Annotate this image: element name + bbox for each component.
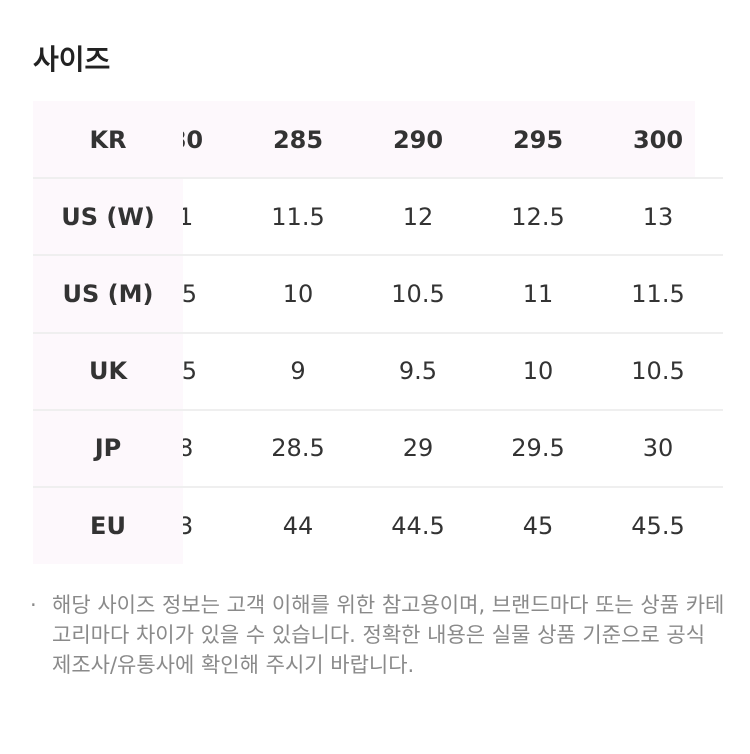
size-notice-text: 해당 사이즈 정보는 고객 이해를 위한 참고용이며, 브랜드마다 또는 상품 …: [52, 593, 725, 677]
row-divider: [33, 254, 723, 257]
row-divider: [33, 408, 723, 411]
section-title: 사이즈: [33, 43, 111, 76]
table-cell: 10: [282, 279, 314, 308]
size-column-header: 300: [632, 125, 684, 154]
row-header: EU: [90, 511, 126, 540]
table-cell: 13: [642, 202, 674, 231]
table-cell: 43: [183, 511, 194, 540]
table-cell: 45.5: [631, 511, 685, 540]
row-header: KR: [89, 125, 127, 154]
table-cell: 9.5: [398, 357, 438, 386]
table-row: 8.5 9 9.5 10 10.5: [183, 333, 718, 410]
table-cell: 9: [290, 357, 306, 386]
size-table-scroll-area[interactable]: 280 285 290 295 300 11 11.5 12 12.5 13 9.5 10 10.5 11…: [183, 101, 750, 564]
table-cell: 30: [642, 434, 674, 463]
size-notice: · 해당 사이즈 정보는 고객 이해를 위한 참고용이며, 브랜드마다 또는 상…: [30, 590, 730, 680]
header-row: 280 285 290 295 300: [183, 101, 718, 178]
table-cell: 12.5: [511, 202, 565, 231]
size-column-header: 295: [512, 125, 564, 154]
table-row: 28 28.5 29 29.5 30: [183, 410, 718, 487]
row-divider: [33, 486, 723, 488]
table-cell: 44.5: [391, 511, 445, 540]
table-row: 43 44 44.5 45 45.5: [183, 487, 718, 564]
table-cell: 12: [402, 202, 434, 231]
table-cell: 10: [522, 357, 554, 386]
table-cell: 11: [183, 202, 194, 231]
table-row: 11 11.5 12 12.5 13: [183, 178, 718, 255]
row-divider: [33, 177, 723, 180]
table-cell: 10.5: [391, 279, 445, 308]
row-header: US (M): [62, 279, 154, 308]
table-cell: 9.5: [183, 279, 198, 308]
table-cell: 28: [183, 434, 194, 463]
table-cell: 29.5: [511, 434, 565, 463]
table-row: 9.5 10 10.5 11 11.5: [183, 255, 718, 332]
table-cell: 45: [522, 511, 554, 540]
table-cell: 10.5: [631, 357, 685, 386]
table-cell: 29: [402, 434, 434, 463]
size-column-header: 280: [183, 125, 204, 154]
table-cell: 11.5: [271, 202, 325, 231]
table-cell: 11: [522, 279, 554, 308]
row-header: JP: [94, 434, 122, 463]
table-cell: 44: [282, 511, 314, 540]
table-cell: 28.5: [271, 434, 325, 463]
table-cell: 8.5: [183, 357, 198, 386]
header-row-background: [183, 101, 695, 178]
row-header: UK: [88, 357, 128, 386]
size-column-header: 285: [272, 125, 324, 154]
table-cell: 11.5: [631, 279, 685, 308]
row-divider: [33, 331, 723, 334]
size-column-header: 290: [392, 125, 444, 154]
bullet: ·: [30, 593, 37, 617]
row-header: US (W): [61, 202, 155, 231]
